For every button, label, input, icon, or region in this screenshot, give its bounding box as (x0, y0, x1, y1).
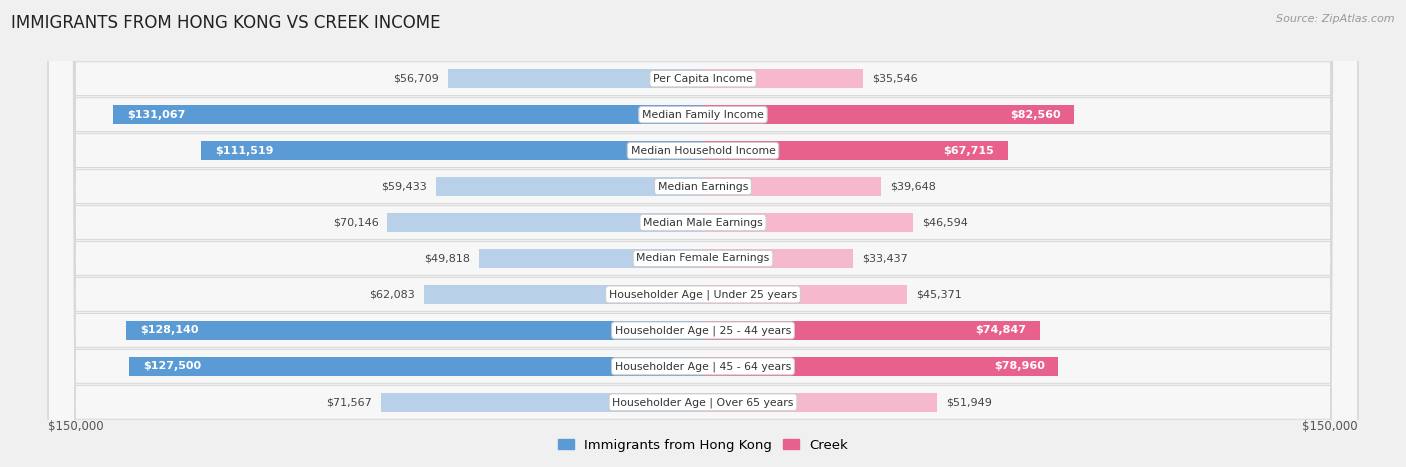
Text: $150,000: $150,000 (48, 420, 104, 433)
FancyBboxPatch shape (48, 0, 1358, 467)
Text: $78,960: $78,960 (994, 361, 1045, 371)
Text: $45,371: $45,371 (917, 290, 962, 299)
Bar (423, 285, 703, 304)
Text: Householder Age | 25 - 44 years: Householder Age | 25 - 44 years (614, 325, 792, 336)
Text: $46,594: $46,594 (922, 218, 967, 227)
FancyBboxPatch shape (48, 0, 1358, 467)
FancyBboxPatch shape (48, 0, 1358, 467)
Text: Median Earnings: Median Earnings (658, 182, 748, 191)
Bar (703, 321, 1040, 340)
FancyBboxPatch shape (48, 0, 1358, 467)
Text: Median Male Earnings: Median Male Earnings (643, 218, 763, 227)
Bar (381, 393, 703, 412)
Bar (127, 321, 703, 340)
Text: $74,847: $74,847 (976, 325, 1026, 335)
Text: $67,715: $67,715 (943, 146, 994, 156)
Bar (449, 69, 703, 88)
Text: Householder Age | Over 65 years: Householder Age | Over 65 years (612, 397, 794, 408)
Text: $33,437: $33,437 (862, 254, 908, 263)
Legend: Immigrants from Hong Kong, Creek: Immigrants from Hong Kong, Creek (553, 433, 853, 457)
Text: Householder Age | Under 25 years: Householder Age | Under 25 years (609, 289, 797, 300)
Text: Source: ZipAtlas.com: Source: ZipAtlas.com (1277, 14, 1395, 24)
Bar (703, 105, 1074, 124)
Text: $49,818: $49,818 (423, 254, 470, 263)
Text: $39,648: $39,648 (890, 182, 936, 191)
Text: $59,433: $59,433 (381, 182, 426, 191)
Bar (703, 69, 863, 88)
Bar (703, 285, 907, 304)
FancyBboxPatch shape (48, 0, 1358, 467)
Bar (703, 393, 936, 412)
Text: $51,949: $51,949 (946, 397, 991, 407)
FancyBboxPatch shape (48, 0, 1358, 467)
FancyBboxPatch shape (48, 0, 1358, 467)
Bar (703, 141, 1008, 160)
Text: $62,083: $62,083 (368, 290, 415, 299)
FancyBboxPatch shape (48, 0, 1358, 467)
Text: Median Household Income: Median Household Income (630, 146, 776, 156)
Bar (479, 249, 703, 268)
Text: $71,567: $71,567 (326, 397, 373, 407)
Text: Per Capita Income: Per Capita Income (652, 74, 754, 84)
FancyBboxPatch shape (48, 0, 1358, 467)
Text: $70,146: $70,146 (333, 218, 378, 227)
Text: $82,560: $82,560 (1011, 110, 1062, 120)
Bar (436, 177, 703, 196)
Text: $127,500: $127,500 (143, 361, 201, 371)
Text: $128,140: $128,140 (141, 325, 198, 335)
Bar (703, 249, 853, 268)
Bar (703, 177, 882, 196)
Bar (703, 213, 912, 232)
Bar (201, 141, 703, 160)
Text: IMMIGRANTS FROM HONG KONG VS CREEK INCOME: IMMIGRANTS FROM HONG KONG VS CREEK INCOM… (11, 14, 440, 32)
Bar (703, 357, 1059, 376)
Text: Median Family Income: Median Family Income (643, 110, 763, 120)
Text: $111,519: $111,519 (215, 146, 273, 156)
Bar (129, 357, 703, 376)
Bar (114, 105, 703, 124)
Text: Householder Age | 45 - 64 years: Householder Age | 45 - 64 years (614, 361, 792, 372)
Bar (388, 213, 703, 232)
Text: $35,546: $35,546 (872, 74, 918, 84)
Text: $56,709: $56,709 (394, 74, 439, 84)
FancyBboxPatch shape (48, 0, 1358, 467)
Text: $150,000: $150,000 (1302, 420, 1358, 433)
Text: Median Female Earnings: Median Female Earnings (637, 254, 769, 263)
Text: $131,067: $131,067 (127, 110, 186, 120)
